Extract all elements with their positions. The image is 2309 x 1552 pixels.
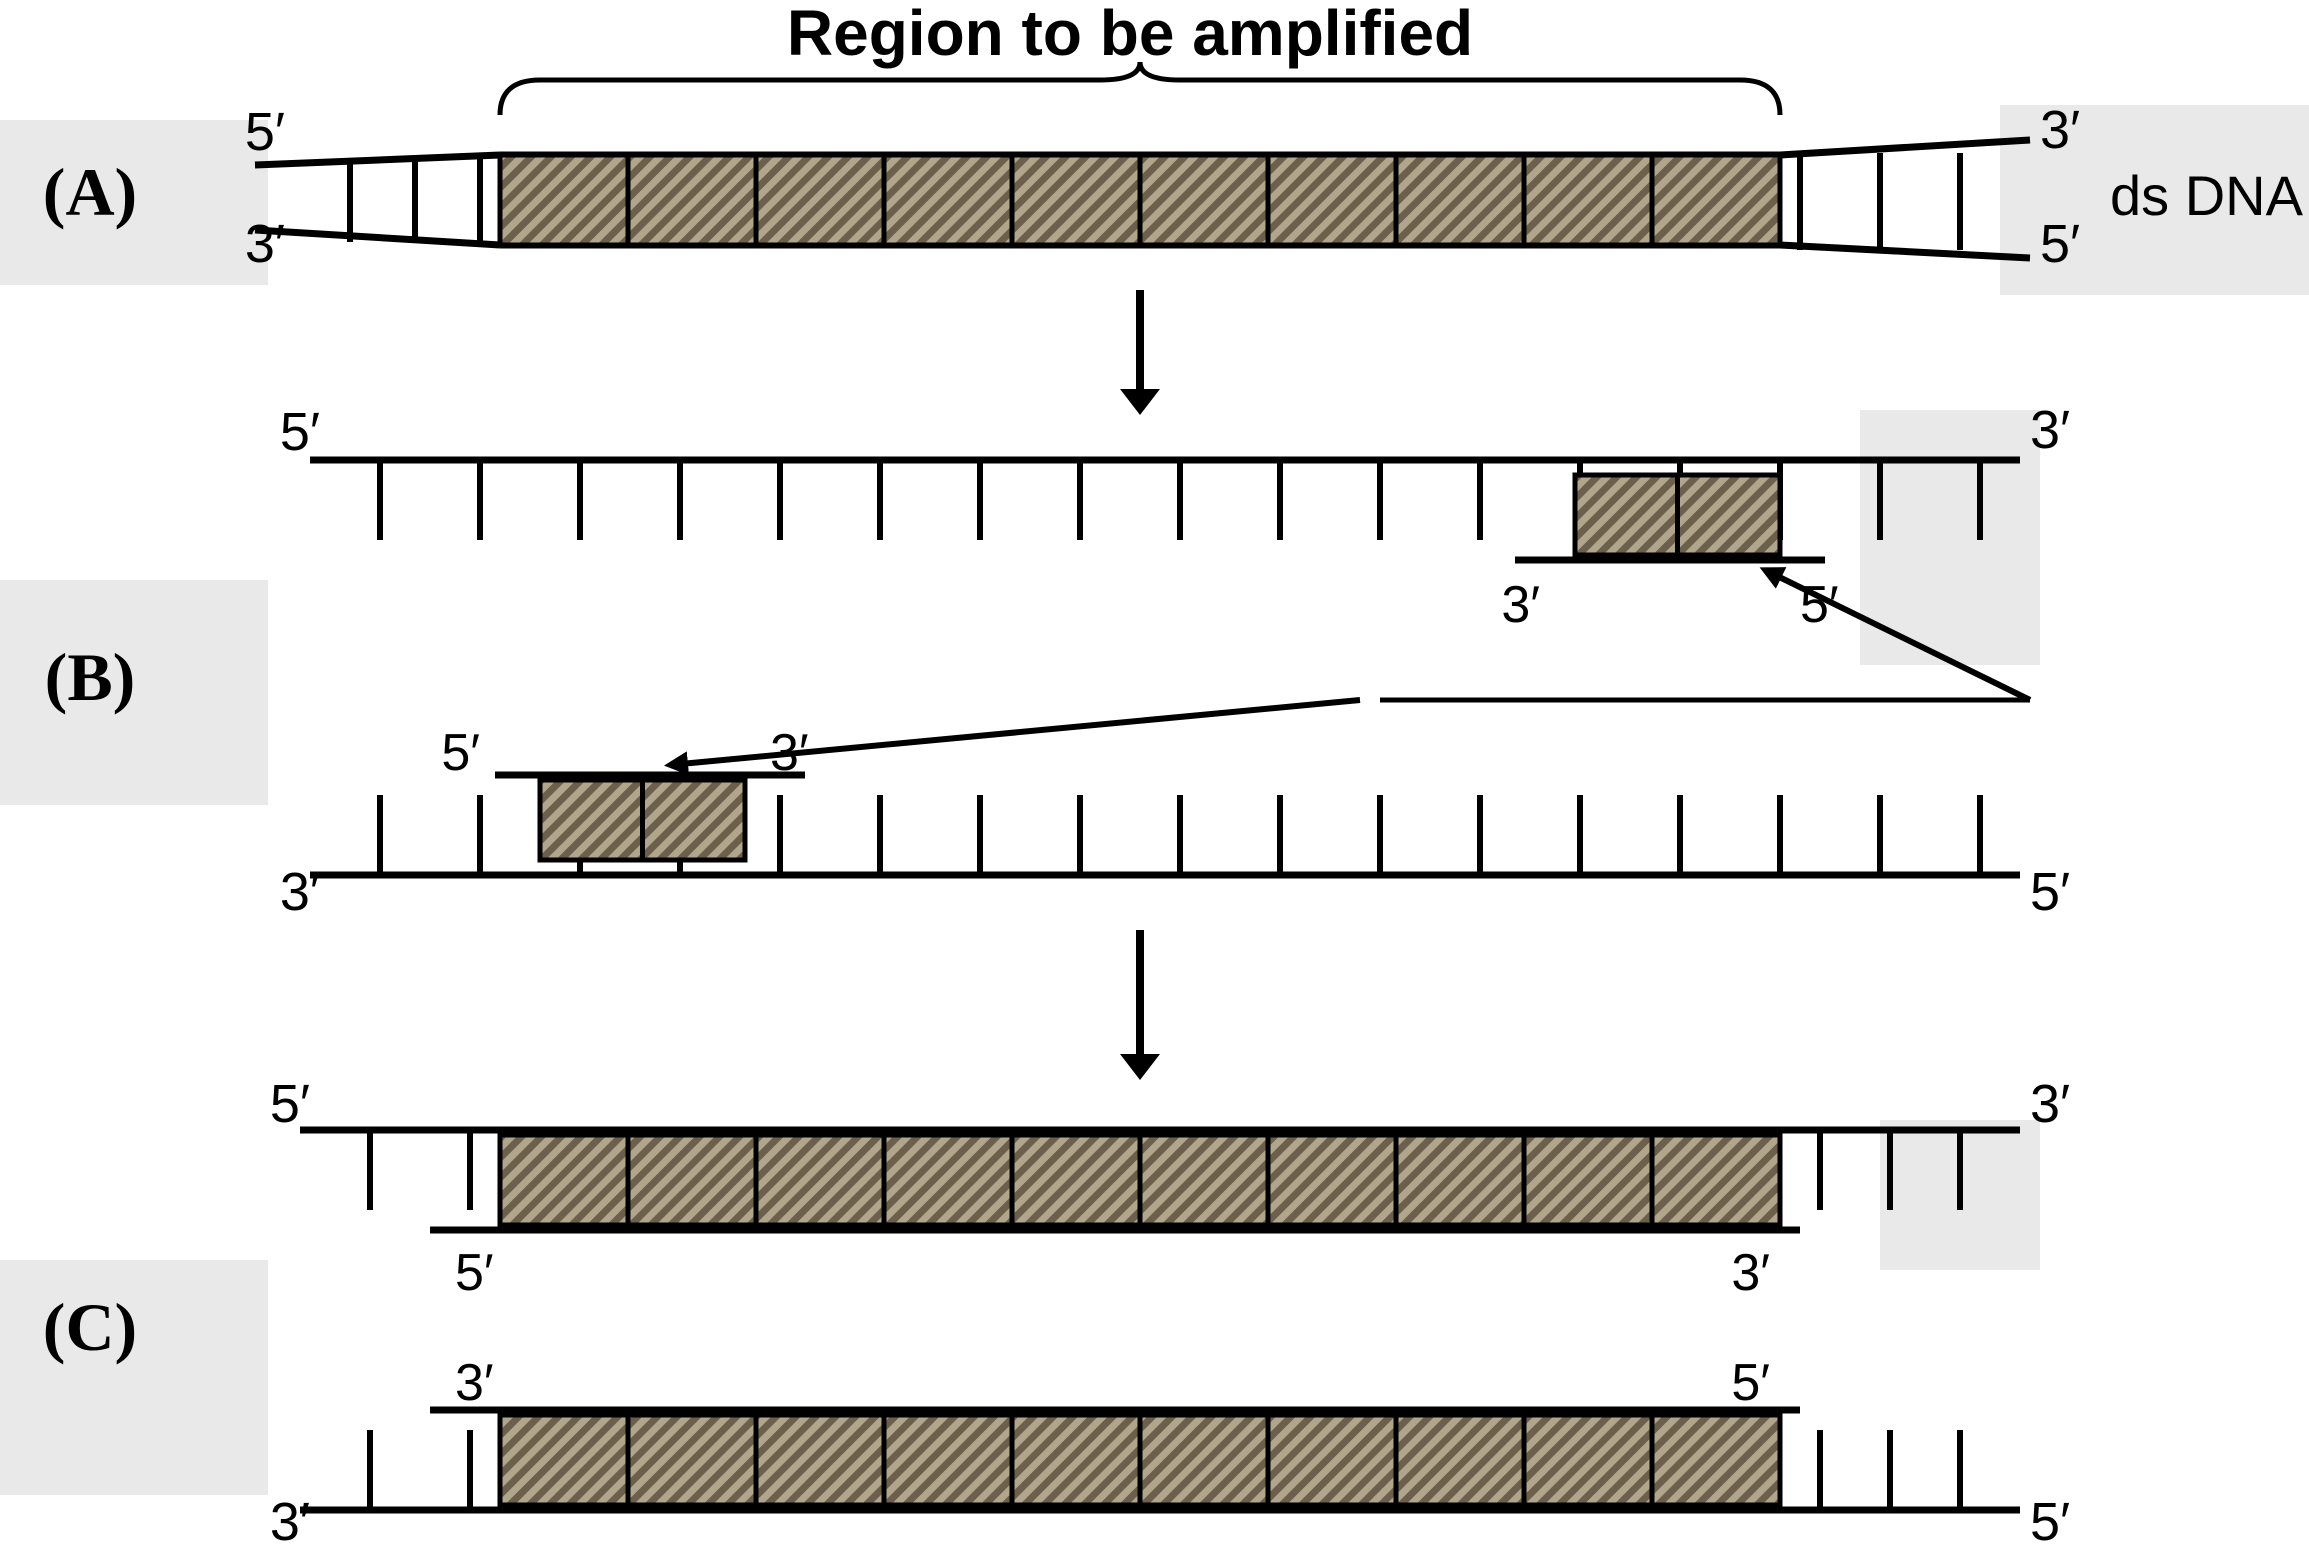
svg-text:ds DNA: ds DNA [2110, 164, 2304, 227]
svg-text:3′: 3′ [280, 862, 320, 922]
svg-text:5′: 5′ [455, 1244, 494, 1302]
svg-text:5′: 5′ [280, 402, 320, 462]
svg-text:5′: 5′ [270, 1074, 310, 1134]
svg-text:5′: 5′ [2040, 214, 2080, 274]
svg-text:3′: 3′ [2040, 100, 2080, 160]
svg-text:3′: 3′ [2030, 1074, 2070, 1134]
svg-text:5′: 5′ [2030, 1492, 2070, 1552]
svg-text:3′: 3′ [245, 214, 285, 274]
svg-text:5′: 5′ [1731, 1354, 1770, 1412]
svg-text:3′: 3′ [270, 1492, 310, 1552]
svg-text:5′: 5′ [245, 102, 285, 162]
svg-text:(A): (A) [43, 154, 137, 230]
svg-text:3′: 3′ [1501, 576, 1540, 634]
svg-text:Region to be amplified: Region to be amplified [787, 0, 1473, 69]
svg-text:5′: 5′ [2030, 862, 2070, 922]
svg-text:3′: 3′ [1731, 1244, 1770, 1302]
svg-text:(B): (B) [45, 639, 136, 715]
svg-text:3′: 3′ [455, 1354, 494, 1412]
svg-text:(C): (C) [43, 1289, 137, 1365]
svg-text:5′: 5′ [441, 724, 480, 782]
pcr-diagram: Region to be amplified (A) 5′ 3′ 3′ 5′ ds DNA (… [0, 0, 2309, 1552]
svg-text:3′: 3′ [2030, 400, 2070, 460]
diagram-svg: Region to be amplified (A) 5′ 3′ 3′ 5′ ds DNA (… [0, 0, 2309, 1552]
